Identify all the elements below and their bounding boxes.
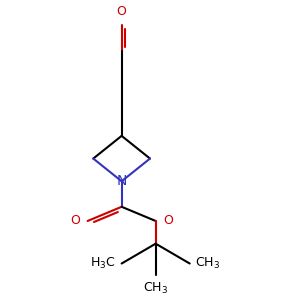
Text: CH$_3$: CH$_3$ [195, 256, 220, 271]
Text: O: O [117, 5, 127, 18]
Text: O: O [163, 214, 172, 227]
Text: H$_3$C: H$_3$C [90, 256, 116, 271]
Text: N: N [116, 174, 127, 188]
Text: CH$_3$: CH$_3$ [143, 280, 168, 296]
Text: O: O [70, 214, 80, 227]
